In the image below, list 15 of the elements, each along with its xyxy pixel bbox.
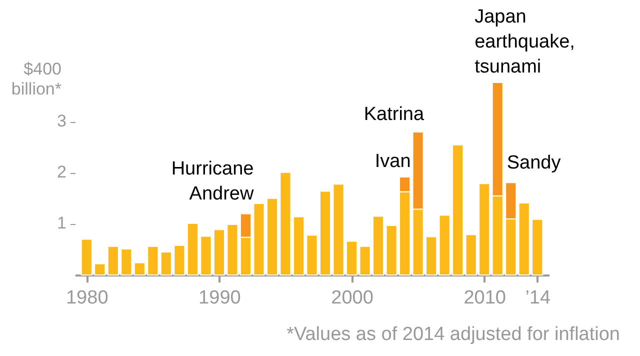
- y-tick-label: 2: [57, 162, 66, 182]
- x-tick-label: 1990: [198, 288, 241, 308]
- text: *Values as of 2014 adjusted for inflation: [286, 324, 620, 345]
- annotation: Ivan: [374, 150, 411, 172]
- annotation: Sandy: [506, 152, 562, 174]
- y-tick-label: 3: [57, 111, 66, 130]
- y-tick-label: 1: [57, 213, 66, 232]
- annotation: Katrina: [364, 104, 424, 126]
- x-tick-label: ’14: [525, 288, 551, 308]
- annotation: Hurricane Andrew: [171, 158, 254, 205]
- y-axis-title: $400 billion*: [11, 60, 62, 98]
- x-tick-label: 1980: [66, 288, 108, 308]
- annotation: Japan earthquake, tsunami: [474, 6, 575, 78]
- x-tick-label: 2010: [464, 288, 506, 308]
- x-tick-label: 2000: [331, 288, 374, 308]
